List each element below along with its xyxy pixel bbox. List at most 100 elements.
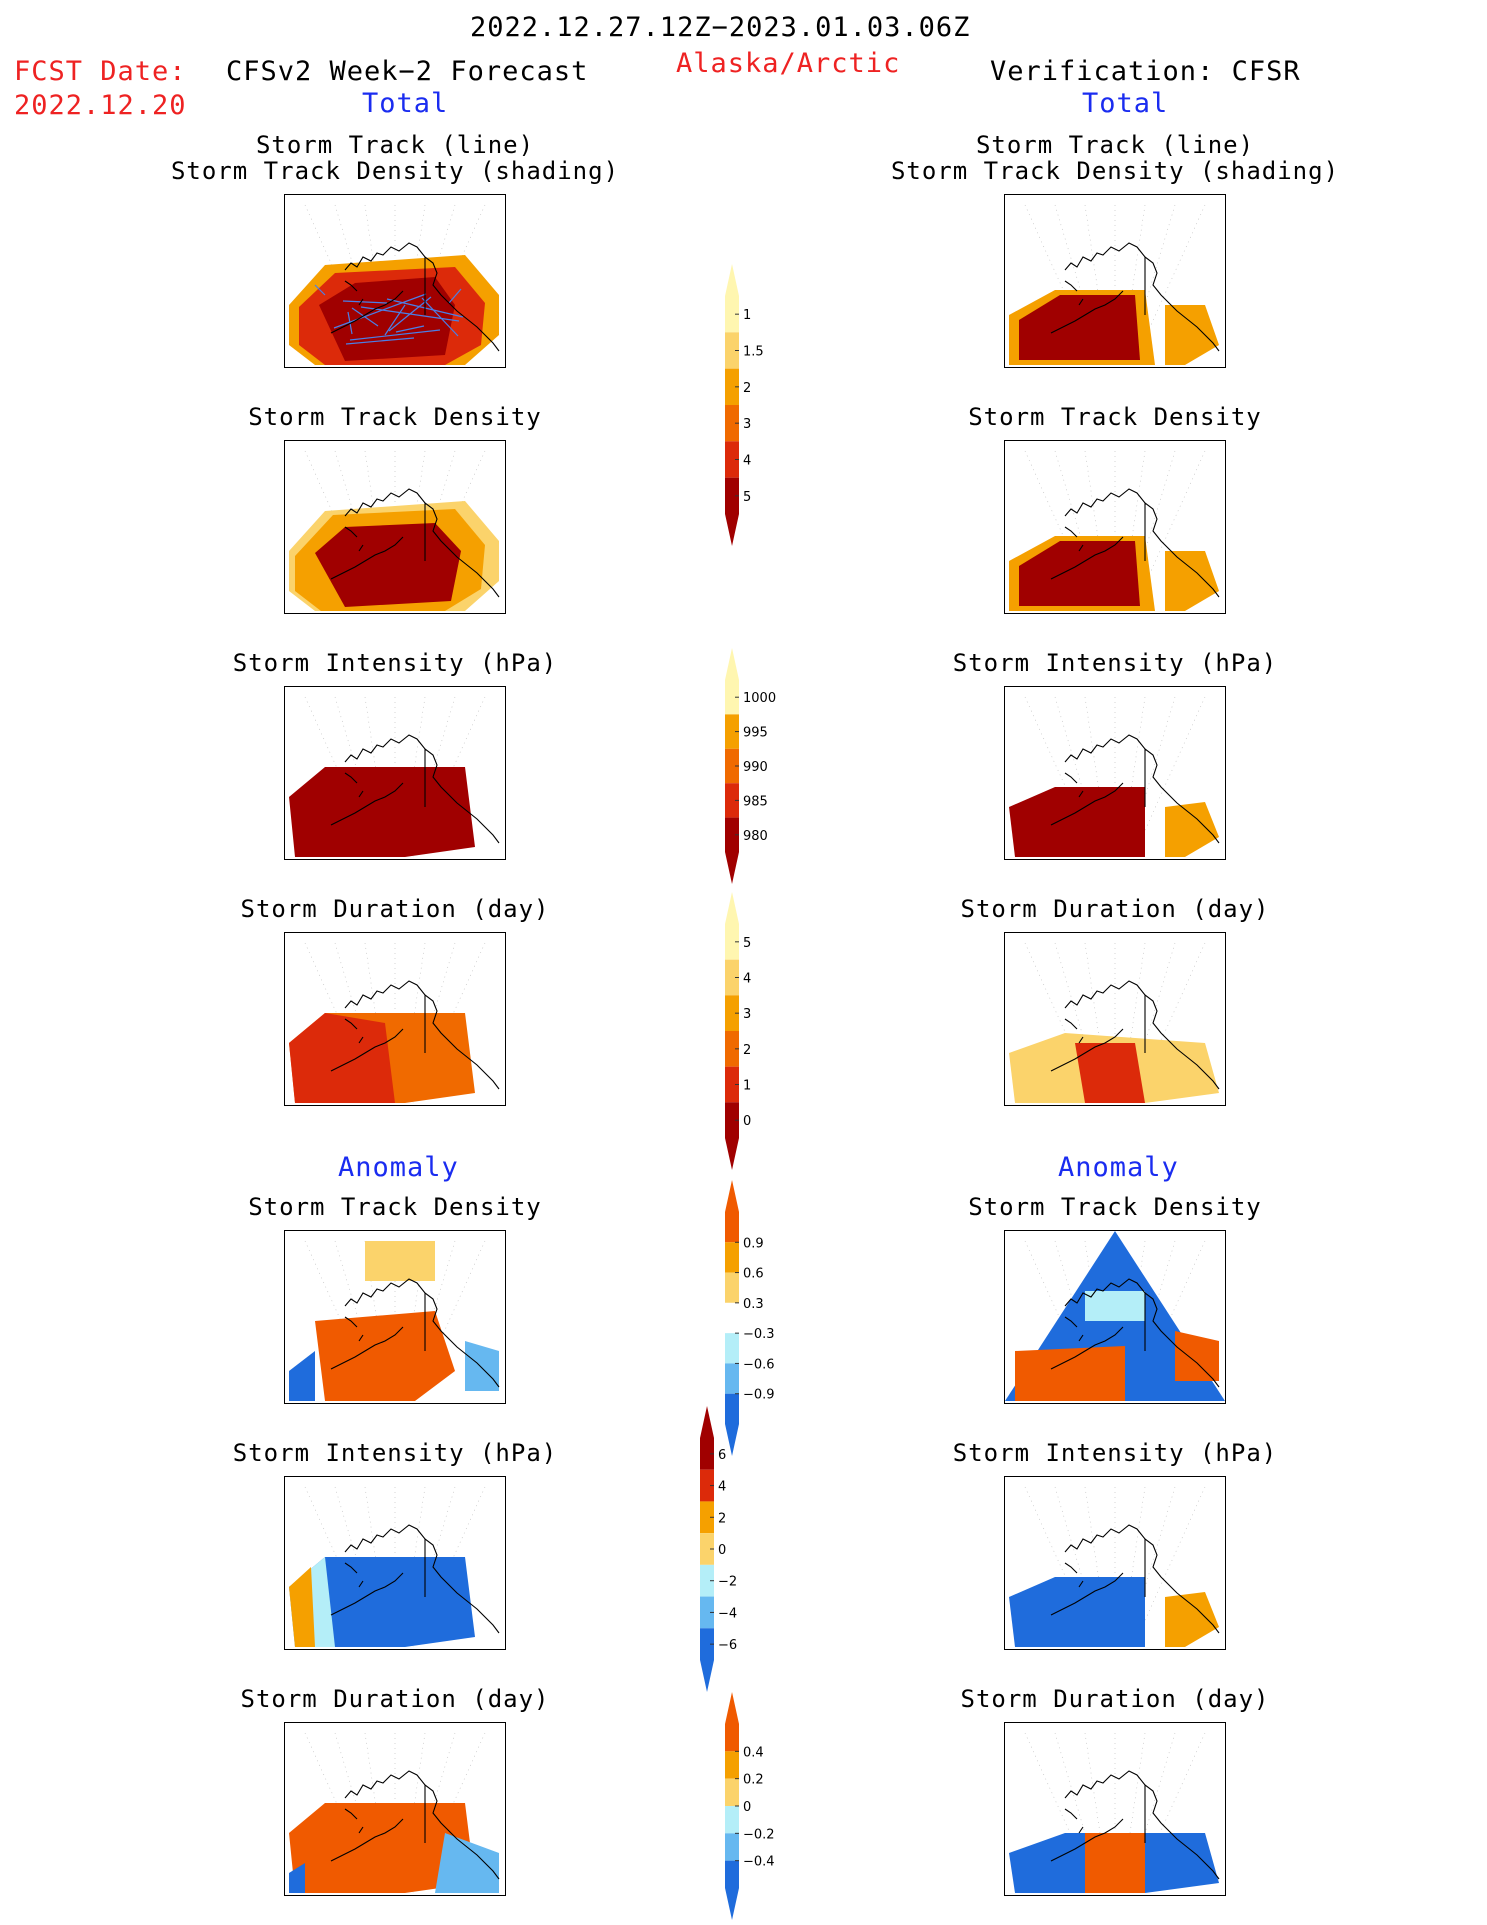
colorbar-swatch (725, 748, 739, 784)
period-title: 2022.12.27.12Z−2023.01.03.06Z (470, 12, 971, 43)
colorbar-swatch (700, 1501, 714, 1534)
colorbar-bottom-cap (725, 852, 739, 884)
colorbar-swatch (725, 1833, 739, 1861)
graticule-line (1120, 1732, 1146, 1894)
colorbar-swatch (700, 1533, 714, 1565)
coastline (1050, 1524, 1220, 1634)
colorbar-swatch (700, 1564, 714, 1597)
shaded-region (289, 1863, 305, 1893)
storm-track-line (360, 306, 460, 322)
storm-track-line (345, 337, 415, 345)
coastline (1050, 242, 1220, 352)
graticule-line (1084, 696, 1110, 858)
storm-track-line (349, 329, 441, 341)
coastline (330, 1278, 500, 1388)
shaded-region (435, 1833, 499, 1893)
title-left-anom-intensity: Storm Intensity (hPa) (232, 1439, 558, 1467)
colorbar-tick-label: 0.6 (743, 1267, 764, 1282)
colorbar-tick-label: 4 (743, 454, 751, 469)
colorbar-tick-label: 1 (743, 308, 751, 323)
colorbar-swatch (725, 477, 739, 514)
colorbar-anom-intensity: 6 4 2 0 −2 −4 −6 (700, 1406, 737, 1692)
storm-track-line (342, 300, 388, 304)
colorbar-swatch (725, 296, 739, 333)
colorbar-tick-label: −0.6 (743, 1357, 775, 1372)
colorbar-swatch (725, 783, 739, 818)
title-right-track-line: Storm Track (line) (975, 131, 1255, 159)
graticule-line (1084, 1732, 1110, 1894)
title-right-track-shading: Storm Track Density (shading) (890, 157, 1340, 185)
title-left-anom-density: Storm Track Density (248, 1193, 542, 1221)
colorbar-tick-label: 985 (743, 794, 768, 809)
graticule-line (1084, 204, 1110, 366)
colorbar-tick-label: 1 (743, 1079, 751, 1094)
map-left-anom-intensity (284, 1476, 506, 1650)
coastline (1050, 1278, 1220, 1388)
storm-track-line (421, 297, 459, 337)
colorbar-swatch (700, 1628, 714, 1660)
shaded-region (289, 1803, 475, 1893)
shaded-region (1165, 1592, 1219, 1647)
title-left-track-line: Storm Track (line) (255, 131, 535, 159)
map-right-duration (1004, 932, 1226, 1106)
colorbar-swatch (725, 1333, 739, 1364)
colorbar-swatch (725, 1363, 739, 1394)
colorbar-tick-label: 0 (718, 1543, 726, 1558)
map-left-anom-duration (284, 1722, 506, 1896)
map-right-intensity (1004, 686, 1226, 860)
colorbar-tick-label: −2 (718, 1575, 737, 1590)
colorbar-top-cap (725, 264, 739, 296)
colorbar-swatch (725, 1212, 739, 1243)
left-total-label: Total (362, 88, 449, 119)
colorbar-swatch (700, 1438, 714, 1470)
colorbar-anom-duration: 0.4 0.2 0 −0.2 −0.4 (725, 1692, 775, 1920)
left-column-title: CFSv2 Week−2 Forecast (226, 56, 589, 87)
storm-track-line (448, 288, 462, 304)
coastline (1050, 980, 1220, 1090)
title-left-density: Storm Track Density (248, 403, 542, 431)
colorbar-tick-label: 3 (743, 417, 751, 432)
title-right-density: Storm Track Density (968, 403, 1262, 431)
coastline (330, 1770, 500, 1880)
colorbar-tick-label: 995 (743, 726, 768, 741)
graticule-line (1120, 942, 1146, 1104)
coastline (330, 488, 500, 598)
colorbar-swatch (725, 368, 739, 405)
colorbar-bottom-cap (725, 1138, 739, 1170)
colorbar-tick-label: 5 (743, 936, 751, 951)
colorbar-tick-label: 0.2 (743, 1773, 764, 1788)
shaded-region (289, 1351, 315, 1401)
colorbar-total-intensity: 1000 995 990 985 980 (725, 648, 776, 884)
colorbar-swatch (725, 1778, 739, 1806)
colorbar-tick-label: −0.9 (743, 1388, 775, 1403)
graticule-line (1084, 942, 1110, 1104)
map-right-density (1004, 440, 1226, 614)
shaded-region (1165, 802, 1219, 857)
storm-track-line (395, 325, 425, 333)
colorbar-tick-label: 0.3 (743, 1297, 764, 1312)
colorbar-tick-label: 0 (743, 1114, 751, 1129)
coastline (330, 980, 500, 1090)
shaded-region (289, 1557, 475, 1647)
colorbar-swatch (725, 959, 739, 996)
colorbar-swatch (725, 441, 739, 478)
shaded-region (1085, 1833, 1145, 1893)
map-right-anom-duration (1004, 1722, 1226, 1896)
colorbar-swatch (725, 1751, 739, 1779)
right-total-label: Total (1082, 88, 1169, 119)
colorbar-swatch (725, 1066, 739, 1103)
colorbar-bottom-cap (700, 1660, 714, 1692)
map-left-intensity (284, 686, 506, 860)
colorbar-swatch (700, 1596, 714, 1629)
colorbar-swatch (725, 1242, 739, 1273)
shaded-region (365, 1241, 435, 1281)
title-left-anom-duration: Storm Duration (day) (240, 1685, 550, 1713)
anomaly-right-label: Anomaly (1058, 1152, 1179, 1183)
shaded-region (1075, 1043, 1145, 1103)
colorbar-tick-label: 4 (743, 972, 751, 987)
shaded-region (1019, 295, 1140, 360)
map-right-anom-intensity (1004, 1476, 1226, 1650)
colorbar-tick-label: 990 (743, 760, 768, 775)
graticule-line (1120, 204, 1146, 366)
map-right-track (1004, 194, 1226, 368)
